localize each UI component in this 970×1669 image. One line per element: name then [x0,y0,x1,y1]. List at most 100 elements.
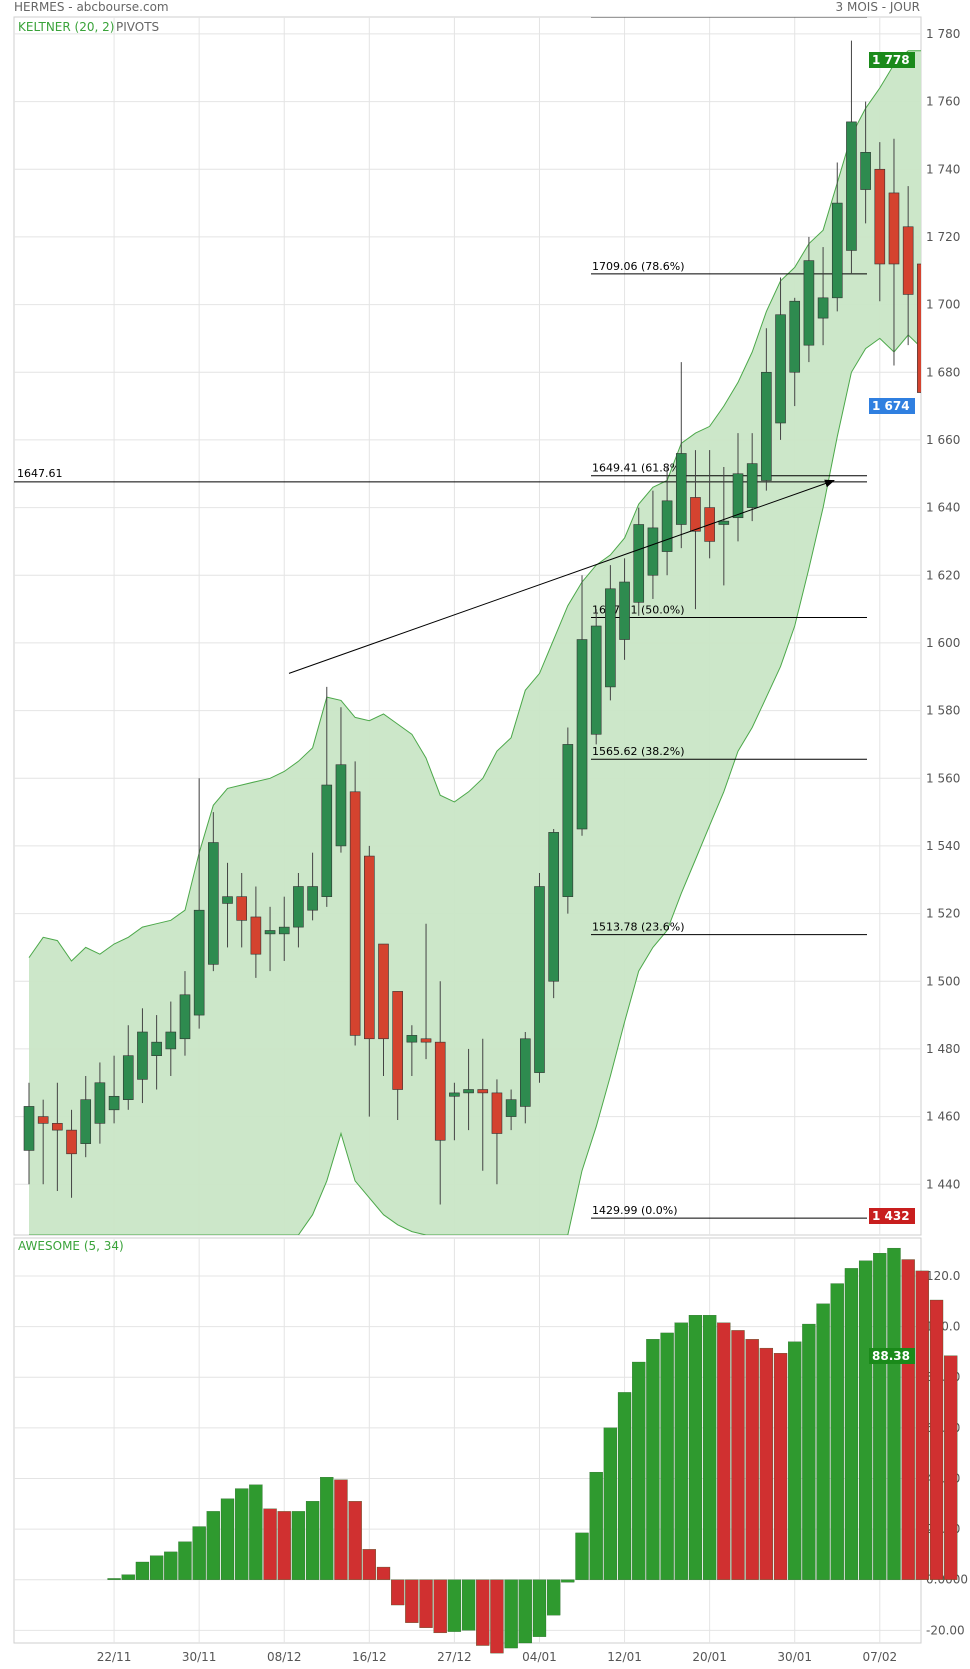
ao-bar [320,1477,334,1580]
fib-label: 1785.04 (100.0%) [592,3,692,16]
candle-body [23,1106,35,1151]
price-y-tick-label: 1 440 [926,1177,960,1191]
ao-bar [873,1253,887,1580]
ao-bar [646,1339,660,1580]
candle [236,872,247,948]
candle-body [250,916,262,955]
ao-bar [220,1498,235,1580]
support-line-label: 1647.61 [17,467,63,480]
candle-body [860,152,871,190]
ao-y-tick-label: -20.00 [926,1623,965,1637]
candle [378,943,389,1076]
candle [293,872,304,948]
candle [434,981,446,1205]
candle-body [562,744,574,897]
high-badge-text: 1 778 [872,53,910,67]
ao-bar [745,1339,759,1580]
candle [519,1032,531,1124]
ao-bar [391,1579,405,1606]
ao-bar [348,1501,362,1580]
ao-bar [731,1330,745,1580]
candle [548,829,559,999]
candle-body [392,991,403,1090]
candle [718,466,730,586]
ao-bar [461,1579,476,1631]
ao-bar [575,1532,589,1580]
ao-bar [844,1268,859,1580]
price-y-tick-label: 1 640 [926,501,960,515]
candle [505,1089,517,1131]
candle-body [222,896,233,904]
period-label: 3 MOIS - JOUR [835,0,920,14]
candle-body [94,1082,106,1124]
x-tick-label: 08/12 [267,1650,302,1664]
candle-body [349,791,361,1036]
ao-bar [561,1579,575,1583]
candle [605,565,616,701]
ao-bar [547,1579,561,1616]
price-y-tick-label: 1 740 [926,162,960,176]
keltner-upper-line [28,50,921,962]
candle-body [491,1092,503,1134]
candle-body [888,192,900,265]
candle-body [165,1031,177,1050]
ao-bar [263,1508,277,1580]
candle-body [193,909,205,1016]
candle-body [236,896,247,921]
low-badge-text: 1 432 [872,1209,910,1223]
candle [278,896,290,961]
candle-body [80,1099,92,1144]
candle-body [52,1123,63,1131]
candle [846,40,857,275]
candle-body [378,943,389,1040]
candle-body [208,842,219,965]
pivots-legend: PIVOTS [116,20,159,34]
candle-body [449,1092,460,1097]
candle-body [534,886,545,1073]
candle [349,761,361,1046]
candle-body [420,1038,432,1043]
ao-bar [476,1579,490,1646]
ao-bar [830,1283,844,1580]
ao-bar [291,1511,306,1580]
price-y-tick-label: 1 760 [926,95,960,109]
candle-body [633,524,645,603]
chart-title: HERMES - abcbourse.com [14,0,169,14]
price-y-tick-label: 1 720 [926,230,960,244]
candle [37,1099,49,1185]
x-tick-label: 20/01 [692,1650,727,1664]
ao-bar [376,1566,391,1580]
candle-body [831,202,843,299]
candle-body [846,121,857,251]
keltner-lower-line [29,334,921,1235]
ao-bar [518,1579,532,1644]
candle-body [463,1089,474,1094]
candle-body [874,168,886,265]
x-tick-label: 07/02 [863,1650,898,1664]
candle [321,686,333,907]
fib-label: 1649.41 (61.8%) [592,462,685,475]
candle-body [321,784,333,897]
price-y-tick-label: 1 700 [926,298,960,312]
low-badge-bg [869,1208,915,1224]
candle-body [619,581,630,640]
candle-body [66,1129,77,1155]
candle-body [477,1089,489,1094]
ao-bar [419,1579,433,1628]
candle-body [902,226,914,295]
ao-bar [504,1579,518,1649]
candle-body [364,855,375,1040]
x-tick-label: 27/12 [437,1650,472,1664]
candle [576,575,588,836]
high-badge-bg [869,52,915,68]
candle [831,162,843,312]
candle-body [718,520,730,525]
ao-bar [277,1511,291,1580]
candle [746,433,758,522]
high-badge: 1 778 [869,52,915,68]
price-y-tick-label: 1 660 [926,433,960,447]
ao-bar [688,1315,703,1580]
ao-bar [334,1479,348,1580]
candle [619,558,630,660]
candle [52,1082,63,1192]
